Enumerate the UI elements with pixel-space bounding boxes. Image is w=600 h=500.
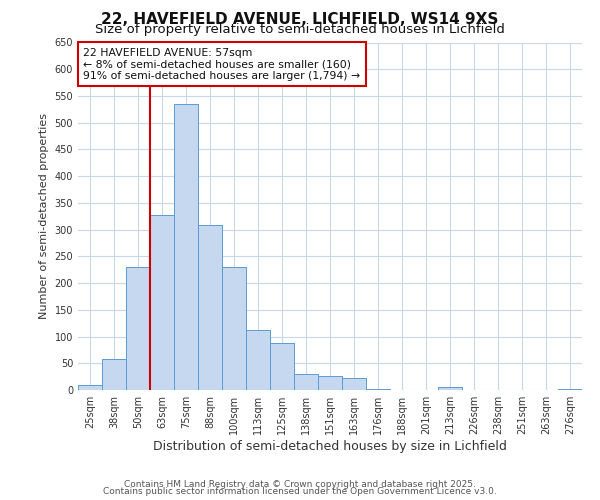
Bar [246, 330, 270, 390]
Bar [294, 374, 318, 390]
Bar [318, 376, 342, 390]
Bar [342, 378, 366, 390]
Text: Contains public sector information licensed under the Open Government Licence v3: Contains public sector information licen… [103, 488, 497, 496]
Bar [102, 359, 126, 390]
Bar [174, 104, 198, 390]
Bar [270, 343, 294, 390]
Bar [78, 384, 102, 390]
Bar [366, 389, 390, 390]
Text: 22 HAVEFIELD AVENUE: 57sqm
← 8% of semi-detached houses are smaller (160)
91% of: 22 HAVEFIELD AVENUE: 57sqm ← 8% of semi-… [83, 48, 360, 81]
X-axis label: Distribution of semi-detached houses by size in Lichfield: Distribution of semi-detached houses by … [153, 440, 507, 453]
Bar [198, 226, 222, 390]
Text: Contains HM Land Registry data © Crown copyright and database right 2025.: Contains HM Land Registry data © Crown c… [124, 480, 476, 489]
Bar [150, 214, 174, 390]
Bar [438, 388, 462, 390]
Text: 22, HAVEFIELD AVENUE, LICHFIELD, WS14 9XS: 22, HAVEFIELD AVENUE, LICHFIELD, WS14 9X… [101, 12, 499, 28]
Bar [126, 267, 150, 390]
Y-axis label: Number of semi-detached properties: Number of semi-detached properties [39, 114, 49, 320]
Text: Size of property relative to semi-detached houses in Lichfield: Size of property relative to semi-detach… [95, 22, 505, 36]
Bar [222, 267, 246, 390]
